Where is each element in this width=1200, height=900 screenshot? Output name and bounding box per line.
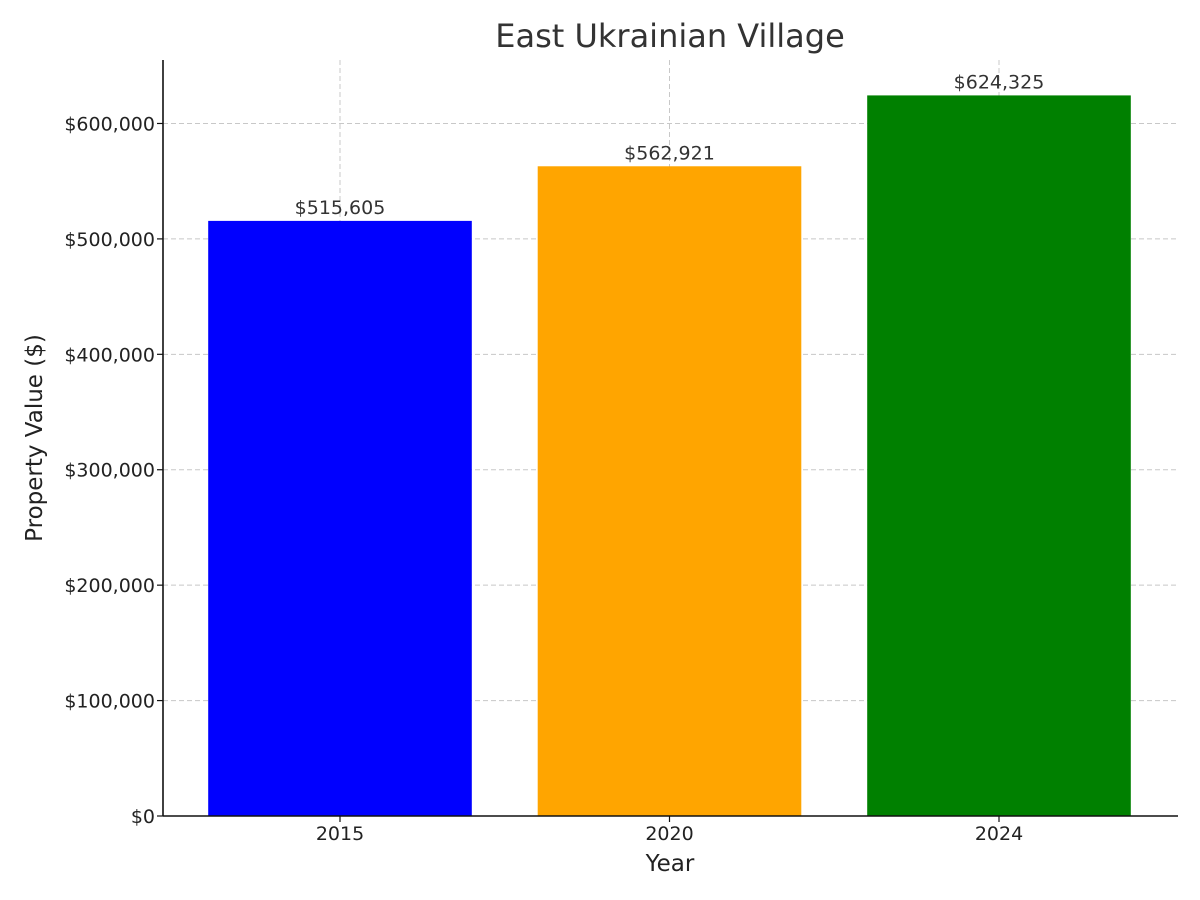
x-axis-ticks: 2015 2020 2024 xyxy=(316,816,1023,845)
y-tick-label: $0 xyxy=(131,806,155,828)
y-tick-label: $400,000 xyxy=(64,344,155,366)
x-tick-label-2020: 2020 xyxy=(645,823,693,845)
data-labels: $515,605 $562,921 $624,325 xyxy=(295,71,1045,218)
y-tick-label: $600,000 xyxy=(64,113,155,135)
x-axis-title: Year xyxy=(645,851,695,877)
chart-title: East Ukrainian Village xyxy=(495,17,845,55)
y-tick-label: $200,000 xyxy=(64,575,155,597)
data-label-2024: $624,325 xyxy=(954,71,1045,93)
data-label-2015: $515,605 xyxy=(295,197,386,219)
y-axis-title: Property Value ($) xyxy=(22,334,48,542)
bar-2024 xyxy=(867,95,1131,817)
y-tick-label: $500,000 xyxy=(64,229,155,251)
bars xyxy=(208,95,1131,817)
y-tick-label: $100,000 xyxy=(64,691,155,713)
x-tick-label-2015: 2015 xyxy=(316,823,364,845)
y-axis-ticks: $0 $100,000 $200,000 $300,000 $400,000 $500,0… xyxy=(64,113,163,828)
y-tick-label: $300,000 xyxy=(64,460,155,482)
data-label-2020: $562,921 xyxy=(624,142,715,164)
bar-2020 xyxy=(537,166,802,816)
axes xyxy=(162,60,1178,817)
x-tick-label-2024: 2024 xyxy=(975,823,1023,845)
bar-2015 xyxy=(208,220,472,816)
